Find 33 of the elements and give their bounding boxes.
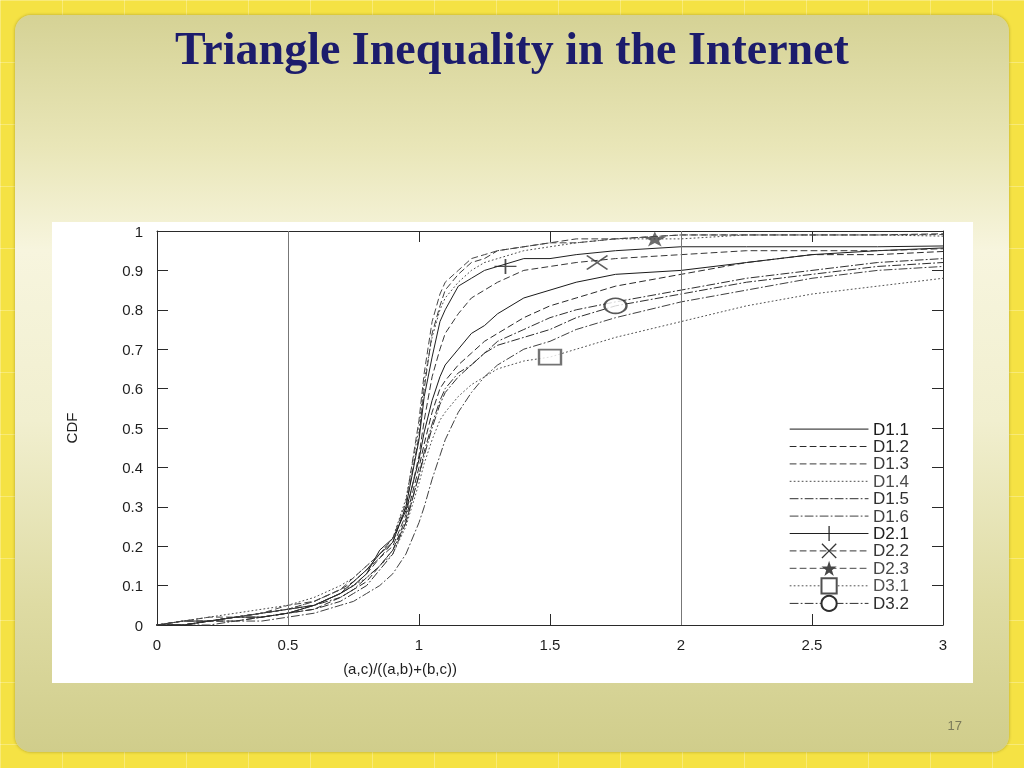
y-tick-label: 0.8: [122, 301, 143, 319]
legend-label: D2.3: [873, 558, 910, 578]
legend-label: D1.2: [873, 437, 910, 456]
legend-label: D3.1: [873, 576, 910, 596]
y-tick-label: 0.2: [122, 537, 143, 555]
legend-label: D3.2: [873, 593, 910, 613]
legend-label: D2.1: [873, 524, 910, 543]
y-tick-label: 1: [134, 222, 143, 240]
legend-label: D1.5: [873, 489, 910, 509]
y-tick-label: 0.6: [122, 380, 143, 398]
legend-label: D2.2: [873, 541, 910, 561]
x-tick-label: 1: [414, 636, 424, 653]
legend-label: D1.3: [873, 454, 910, 474]
legend-label: D1.6: [873, 506, 910, 526]
x-tick-label: 3: [938, 636, 948, 653]
x-tick-label: 2.5: [801, 636, 823, 653]
y-tick-label: 0.5: [122, 419, 143, 437]
chart-title: Triangle Inequality in the Internet: [175, 22, 850, 74]
y-tick-label: 0.4: [122, 458, 143, 476]
y-tick-label: 0.7: [122, 340, 143, 358]
y-tick-label: 0.1: [122, 577, 143, 595]
y-tick-label: 0: [134, 616, 143, 634]
legend-label: D1.1: [873, 419, 910, 439]
legend-label: D1.4: [873, 471, 910, 491]
x-tick-label: 0.5: [277, 636, 299, 653]
y-tick-label: 0.3: [122, 498, 143, 516]
x-tick-label: 2: [676, 636, 686, 653]
y-axis-title: CDF: [63, 412, 80, 444]
x-tick-label: 1.5: [539, 636, 561, 653]
x-axis-title: (a,c)/((a,b)+(b,c)): [343, 660, 457, 677]
text: 17: [947, 718, 963, 733]
x-tick-label: 0: [152, 636, 162, 653]
y-tick-label: 0.9: [122, 261, 143, 279]
